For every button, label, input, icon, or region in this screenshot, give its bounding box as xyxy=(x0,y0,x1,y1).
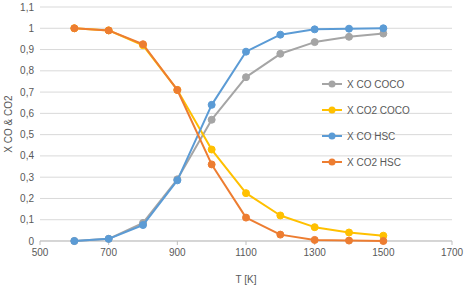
y-tick-label: 0,3 xyxy=(20,172,34,183)
x-tick xyxy=(452,241,453,245)
point xyxy=(243,48,250,55)
grid xyxy=(40,7,452,241)
y-tick-label: 0 xyxy=(28,236,34,247)
y-tick-label: 0,1 xyxy=(20,214,34,225)
point xyxy=(346,25,353,32)
point xyxy=(380,25,387,32)
point xyxy=(311,26,318,33)
point xyxy=(174,177,181,184)
y-tick-label: 0,7 xyxy=(20,87,34,98)
point xyxy=(71,238,78,245)
series-line xyxy=(74,28,383,241)
y-tick-label: 1,1 xyxy=(20,2,34,13)
point xyxy=(243,74,250,81)
plot-area xyxy=(71,25,387,245)
point xyxy=(105,235,112,242)
point xyxy=(311,39,318,46)
point xyxy=(105,27,112,34)
grid-line xyxy=(40,70,452,71)
x-tick xyxy=(40,241,41,245)
point xyxy=(277,50,284,57)
point xyxy=(277,31,284,38)
grid-line xyxy=(40,92,452,93)
point xyxy=(105,235,112,242)
point xyxy=(346,33,353,40)
legend-marker xyxy=(329,159,336,166)
grid-line xyxy=(40,177,452,178)
x-tick-label: 700 xyxy=(100,247,117,258)
legend-marker xyxy=(329,107,336,114)
series-line xyxy=(74,28,383,235)
x-axis-title: T [K] xyxy=(236,274,257,285)
legend-label: X CO2 HSC xyxy=(347,157,401,168)
point xyxy=(277,231,284,238)
x-tick-label: 900 xyxy=(169,247,186,258)
grid-line xyxy=(40,28,452,29)
grid-line xyxy=(40,198,452,199)
y-tick-label: 0,2 xyxy=(20,193,34,204)
chart: 0 0,1 0,2 0,3 0,4 0,5 0,6 0,7 0,8 0,9 1 1,1 500 700 90… xyxy=(0,0,470,289)
x-tick-label: 1100 xyxy=(235,247,257,258)
series-line xyxy=(74,28,383,241)
x-tick-label: 500 xyxy=(32,247,49,258)
point xyxy=(311,224,318,231)
point xyxy=(277,212,284,219)
point xyxy=(243,214,250,221)
grid-line xyxy=(40,7,452,8)
point xyxy=(380,238,387,245)
x-tick xyxy=(177,241,178,245)
legend-marker xyxy=(329,133,336,140)
point xyxy=(105,27,112,34)
y-tick-label: 0,6 xyxy=(20,108,34,119)
legend-marker xyxy=(329,81,336,88)
y-tick-label: 1 xyxy=(28,23,34,34)
legend-label: X CO HSC xyxy=(347,131,395,142)
y-tick-label: 0,5 xyxy=(20,129,34,140)
y-axis-title: X CO & CO2 xyxy=(3,95,14,153)
point xyxy=(208,116,215,123)
y-tick-label: 0,9 xyxy=(20,44,34,55)
point xyxy=(140,41,147,48)
legend-label: X CO2 COCO xyxy=(347,105,410,116)
point xyxy=(346,229,353,236)
x-tick-label: 1700 xyxy=(441,247,464,258)
x-tick-label: 1500 xyxy=(372,247,395,258)
point xyxy=(71,25,78,32)
series-line xyxy=(74,34,383,241)
point xyxy=(208,146,215,153)
x-tick-label: 1300 xyxy=(304,247,327,258)
point xyxy=(311,236,318,243)
legend-label: X CO COCO xyxy=(347,79,404,90)
point xyxy=(208,161,215,168)
point xyxy=(71,238,78,245)
x-tick xyxy=(246,241,247,245)
y-tick-label: 0,8 xyxy=(20,65,34,76)
point xyxy=(174,86,181,93)
y-tick-label: 0,4 xyxy=(20,150,34,161)
legend: X CO COCO X CO2 COCO X CO HSC X CO2 HSC xyxy=(322,79,410,168)
point xyxy=(174,86,181,93)
point xyxy=(71,25,78,32)
point xyxy=(346,237,353,244)
point xyxy=(208,101,215,108)
point xyxy=(243,190,250,197)
point xyxy=(140,222,147,229)
